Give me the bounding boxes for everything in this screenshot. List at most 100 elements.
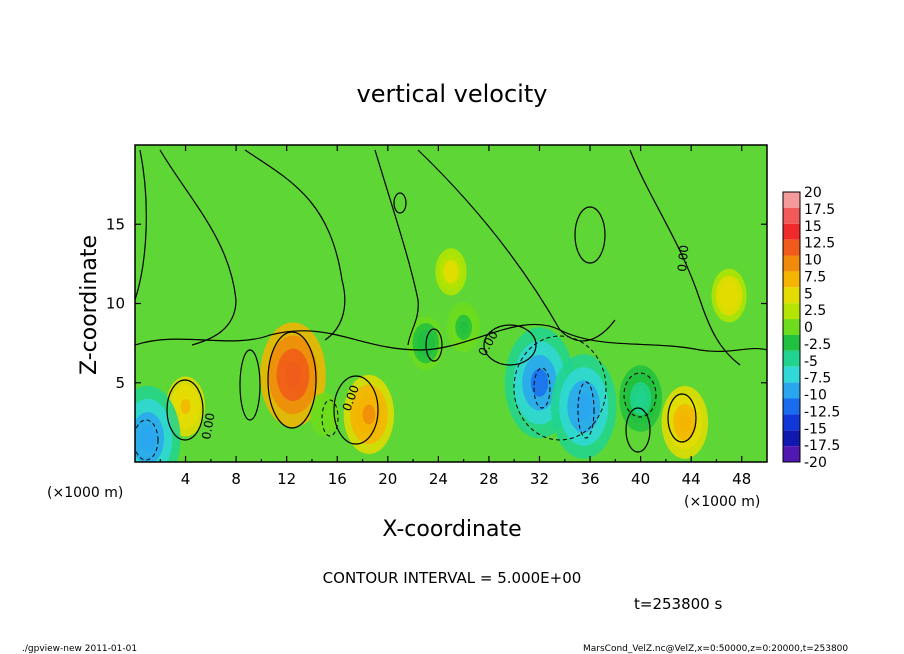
x-tick-label: 32 — [530, 470, 549, 488]
x-tick-label: 28 — [479, 470, 498, 488]
contour-label: 0.00 — [199, 412, 217, 441]
contour-pos-4 — [166, 379, 204, 441]
y-tick-label: 10 — [106, 295, 125, 313]
contour-pos-island-a — [574, 206, 606, 264]
contour-zero-e — [629, 149, 741, 366]
colorbar-swatch — [783, 398, 800, 415]
velocity-patch — [320, 408, 329, 420]
colorbar-swatch — [783, 430, 800, 447]
colorbar-swatch — [783, 366, 800, 383]
contour-pos-island-d — [239, 349, 261, 421]
velocity-patch — [284, 361, 302, 388]
colorbar-swatch — [783, 303, 800, 320]
colorbar-swatch — [783, 446, 800, 462]
colorbar-swatch — [783, 287, 800, 304]
colorbar-label: 0 — [804, 320, 813, 336]
x-tick-label: 8 — [231, 470, 241, 488]
y-tick-labels: 5 10 15 — [106, 215, 125, 392]
colorbar-label: -20 — [804, 455, 827, 471]
colorbar-label: 12.5 — [804, 236, 835, 252]
contour-interval-text: CONTOUR INTERVAL = 5.000E+00 — [323, 569, 582, 587]
colorbar-label: 20 — [804, 185, 822, 201]
colorbar-label: 2.5 — [804, 303, 826, 319]
x-tick-label: 44 — [682, 470, 701, 488]
contour-neg-16 — [321, 399, 339, 437]
x-tick-label: 16 — [328, 470, 347, 488]
chart-title: vertical velocity — [357, 80, 548, 108]
contour-neg-36-inner — [577, 381, 595, 439]
time-text: t=253800 s — [634, 595, 722, 613]
velocity-patch — [530, 368, 549, 397]
x-unit-label-right: (×1000 m) — [684, 494, 760, 510]
velocity-field — [135, 248, 747, 462]
contour-neg-1 — [135, 419, 159, 461]
colorbar-label: -17.5 — [804, 438, 840, 454]
colorbar-label: 7.5 — [804, 269, 826, 285]
footer-right: MarsCond_VelZ.nc@VelZ,x=0:50000,z=0:2000… — [583, 644, 848, 654]
colorbar-swatch — [783, 207, 800, 224]
contour-lines — [135, 149, 767, 453]
axis-ticks — [135, 145, 767, 462]
contour-label: 0.00 — [675, 244, 691, 272]
velocity-patch — [724, 288, 734, 303]
y-tick-label: 5 — [115, 374, 125, 392]
colorbar-swatch — [783, 319, 800, 335]
colorbar-label: -15 — [804, 421, 827, 437]
contour-neg-32-inner — [533, 367, 551, 409]
contour-pos-43 — [667, 393, 697, 443]
contour-zero-left — [135, 149, 147, 301]
colorbar-swatch — [783, 255, 800, 272]
colorbar-label: -2.5 — [804, 337, 831, 353]
contour-pos-island-f — [425, 328, 443, 362]
colorbar-label: 15 — [804, 219, 822, 235]
colorbar-label: -10 — [804, 388, 827, 404]
contour-zero-b — [244, 149, 346, 341]
colorbar-swatch — [783, 350, 800, 367]
colorbar — [782, 191, 801, 463]
contour-pos-18 — [333, 375, 379, 445]
contour-pos-island-c — [625, 407, 651, 453]
velocity-patch — [575, 393, 592, 420]
plot-area: 0.00 0.00 0.00 0.00 — [134, 144, 768, 463]
y-axis-label: Z-coordinate — [77, 235, 102, 375]
contour-pos-island-e — [483, 324, 537, 366]
colorbar-label: -12.5 — [804, 404, 840, 420]
footer-left: ./gpview-new 2011-01-01 — [22, 644, 137, 654]
contour-pos-12 — [267, 331, 317, 429]
negative-contour-lines — [135, 335, 657, 461]
colorbar-swatch — [783, 414, 800, 431]
contour-zero-bottom — [135, 323, 767, 353]
colorbar-swatch — [783, 239, 800, 256]
x-tick-label: 48 — [732, 470, 751, 488]
velocity-patch — [447, 265, 455, 278]
colorbar-labels: 20 17.5 15 12.5 10 7.5 5 2.5 0 -2.5 -5 -… — [804, 185, 840, 471]
x-tick-label: 12 — [277, 470, 296, 488]
contour-neg-40 — [623, 372, 657, 418]
velocity-patch — [635, 390, 646, 407]
colorbar-swatch — [783, 271, 800, 288]
contour-zero-a — [159, 149, 237, 346]
contour-neg-32 — [513, 335, 607, 441]
velocity-patch — [139, 425, 156, 452]
velocity-patch — [459, 320, 468, 334]
plot-background — [135, 145, 767, 462]
colorbar-label: -5 — [804, 354, 818, 370]
colorbar-frame — [782, 191, 801, 463]
x-axis-label: X-coordinate — [382, 517, 521, 542]
contour-zero-c — [374, 149, 419, 346]
colorbar-swatch — [783, 192, 800, 208]
x-unit-label-left: (×1000 m) — [47, 485, 123, 501]
colorbar-swatch — [783, 223, 800, 240]
velocity-patch — [362, 404, 376, 425]
x-tick-label: 4 — [181, 470, 191, 488]
colorbar-label: -7.5 — [804, 371, 831, 387]
velocity-patch — [180, 399, 191, 415]
colorbar-label: 5 — [804, 286, 813, 302]
x-tick-label: 20 — [378, 470, 397, 488]
x-tick-label: 36 — [580, 470, 599, 488]
contour-zero-d — [417, 149, 616, 342]
x-tick-label: 24 — [429, 470, 448, 488]
y-tick-label: 15 — [106, 215, 125, 233]
colorbar-swatch — [783, 382, 800, 399]
x-tick-label: 40 — [631, 470, 650, 488]
